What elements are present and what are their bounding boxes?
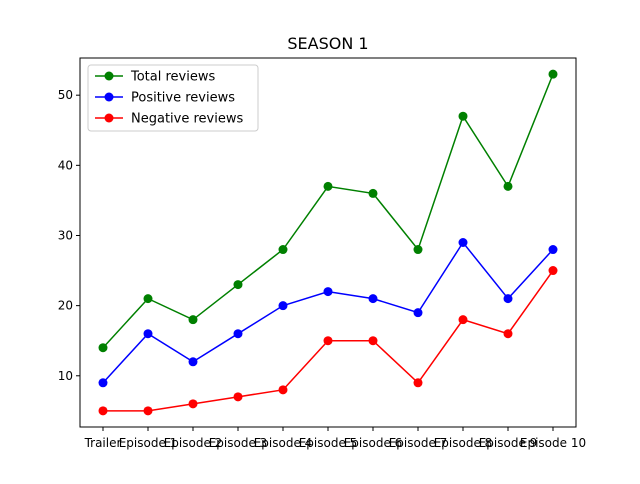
x-tick-label: Episode 5 [299,436,358,450]
data-point [188,315,198,325]
legend-marker [104,92,114,102]
data-point [548,266,558,276]
y-tick-label: 20 [58,299,73,313]
data-point [98,378,108,388]
y-tick-label: 10 [58,369,73,383]
data-point [143,406,153,416]
legend-label: Negative reviews [131,112,243,127]
data-point [503,329,513,339]
x-tick-label: Episode 7 [389,436,448,450]
y-tick-label: 30 [58,228,73,242]
data-point [458,238,468,247]
data-point [368,336,378,346]
data-point [323,181,333,191]
data-point [368,188,378,198]
x-tick-label: Episode 6 [344,436,403,450]
data-point [458,315,468,325]
data-point [278,301,288,311]
data-point [413,245,423,255]
data-point [413,378,423,388]
data-point [503,294,513,304]
y-tick-label: 50 [58,88,73,102]
plot-frame [79,57,577,428]
legend-label: Positive reviews [131,91,235,106]
x-tick-label: Episode 9 [479,436,538,450]
data-point [413,308,423,318]
data-point [503,181,513,191]
data-point [188,399,198,409]
data-point [188,357,198,367]
data-point [548,245,558,255]
data-point [98,343,108,353]
data-point [458,111,468,121]
data-point [143,294,153,304]
data-point [233,392,243,402]
y-tick-label: 40 [58,158,73,172]
data-point [278,245,288,255]
series-line [102,241,554,384]
legend: Total reviews Positive reviews Negative re… [87,64,259,132]
data-point [278,385,288,395]
data-point [323,336,333,346]
legend-marker [104,113,114,123]
legend-box [87,64,259,132]
x-tick-label: Episode 1 [119,436,178,450]
x-tick-label: Episode 2 [164,436,223,450]
legend-label: Total reviews [130,70,215,85]
data-point [323,287,333,297]
data-point [368,294,378,304]
x-tick-label: Trailer [84,436,122,450]
data-point [143,329,153,339]
data-point [548,69,558,79]
data-point [98,406,108,416]
x-tick-label: Episode 4 [254,436,313,450]
chart-title: SEASON 1 [287,34,368,53]
data-point [233,329,243,339]
data-point [233,280,243,290]
series-layer [98,69,558,416]
x-tick-label: Episode 10 [520,436,586,450]
legend-marker [104,71,114,81]
x-tick-label: Episode 8 [434,436,493,450]
x-tick-label: Episode 3 [209,436,268,450]
